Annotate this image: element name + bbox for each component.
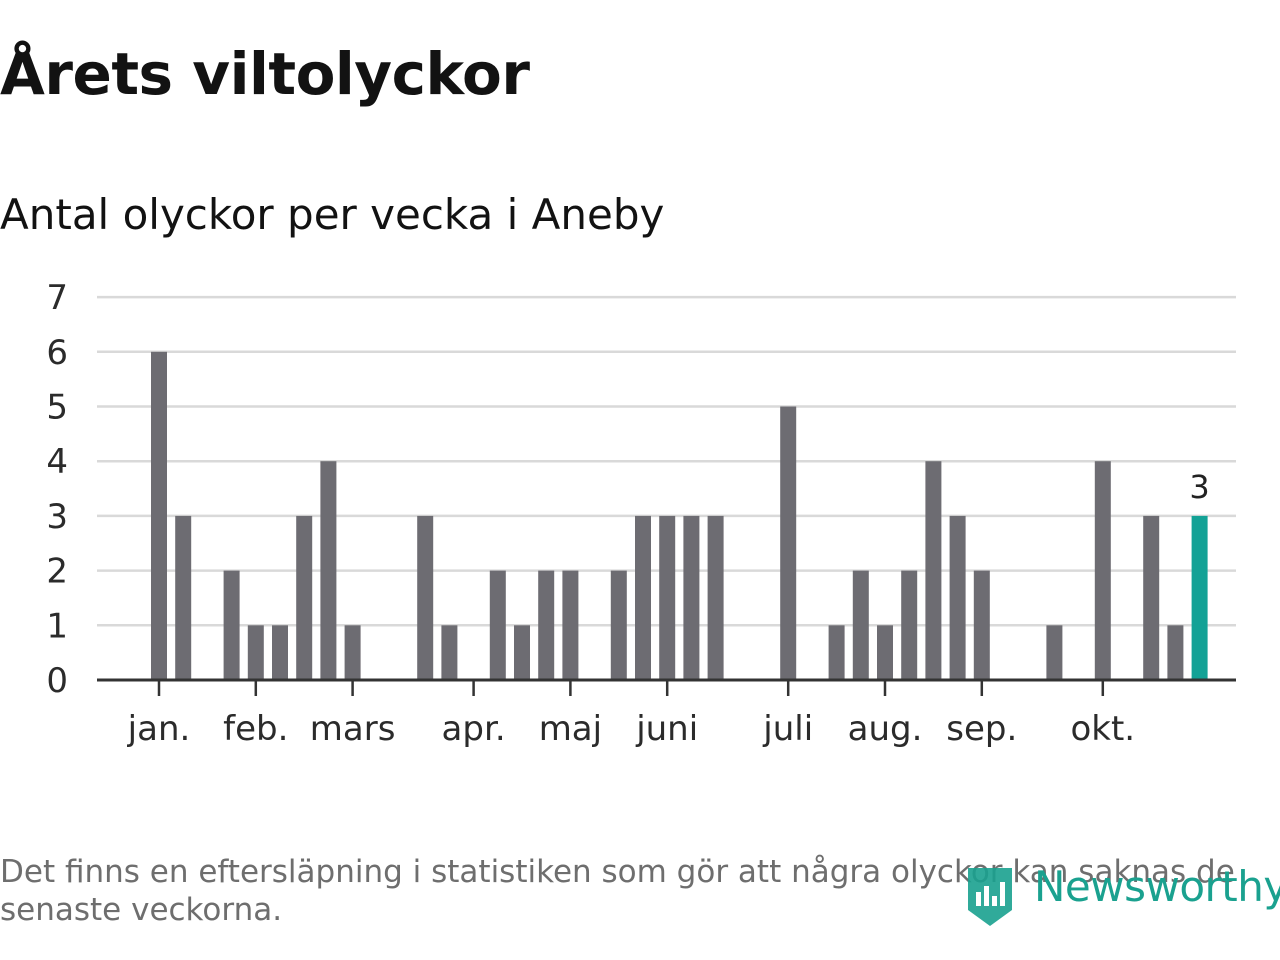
x-tick-label: okt. <box>1070 709 1135 749</box>
bar <box>223 570 240 680</box>
bar <box>828 625 845 680</box>
bar <box>707 515 724 680</box>
bar <box>852 570 869 680</box>
bar <box>344 625 361 680</box>
x-tick-label: jan. <box>127 709 191 749</box>
bar <box>514 625 530 680</box>
bar <box>296 515 313 680</box>
bar <box>562 570 579 680</box>
x-tick-label: sep. <box>946 709 1017 749</box>
x-tick-label: apr. <box>442 709 506 749</box>
bar-highlight <box>1191 515 1208 680</box>
bar <box>901 570 918 680</box>
x-tick-label: mars <box>310 709 396 749</box>
bar <box>780 406 797 680</box>
bar <box>175 515 192 680</box>
y-tick-label: 0 <box>46 661 68 701</box>
bar <box>489 570 506 680</box>
bar <box>417 515 434 680</box>
y-tick-label: 1 <box>46 606 68 646</box>
bar <box>538 570 555 680</box>
y-tick-label: 7 <box>46 278 68 318</box>
y-tick-label: 5 <box>46 388 68 428</box>
bar <box>949 515 966 680</box>
y-tick-label: 2 <box>46 552 68 592</box>
bar <box>151 351 167 680</box>
bar <box>320 461 337 680</box>
data-label: 3 <box>1189 468 1209 506</box>
bar <box>973 570 990 680</box>
y-tick-label: 3 <box>46 497 68 537</box>
bars: 3 <box>151 351 1210 680</box>
x-tick-label: juli <box>762 709 813 749</box>
x-tick-label: juni <box>635 709 698 749</box>
bar <box>1046 625 1063 680</box>
bar <box>659 515 676 680</box>
bar <box>610 570 627 680</box>
y-tick-label: 4 <box>46 442 68 482</box>
y-axis: 0 1 2 3 4 5 6 7 <box>46 278 68 701</box>
chart-subtitle: Antal olyckor per vecka i Aneby <box>0 190 665 239</box>
bar <box>683 515 700 680</box>
x-axis: jan. feb. mars apr. maj juni juli aug. sep. okt. <box>97 678 1236 749</box>
bar <box>1167 625 1184 680</box>
bar <box>441 625 458 680</box>
bar <box>925 461 942 680</box>
footnote: Det finns en eftersläpning i statistiken… <box>0 854 1235 928</box>
x-tick-label: maj <box>539 709 602 749</box>
y-tick-label: 6 <box>46 333 68 373</box>
x-tick-label: aug. <box>848 709 923 749</box>
chart-title: Årets viltolyckor <box>0 40 530 108</box>
bar <box>1143 515 1160 680</box>
newsworthy-logo-icon <box>968 868 1012 926</box>
bar <box>635 515 651 680</box>
bar-chart: 0 1 2 3 4 5 6 7 3 jan. feb. mars apr. maj juni juli au… <box>46 278 1236 749</box>
newsworthy-logo-text: Newsworthy <box>1034 862 1280 911</box>
x-tick-label: feb. <box>223 709 288 749</box>
bar <box>272 625 288 680</box>
bar <box>1094 461 1111 680</box>
bar <box>247 625 264 680</box>
bar <box>877 625 893 680</box>
